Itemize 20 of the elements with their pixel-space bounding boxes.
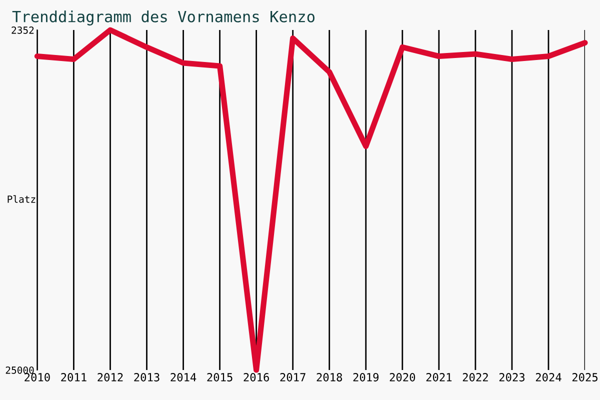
x-tick-label: 2010 — [24, 373, 50, 382]
x-tick-label: 2014 — [170, 373, 196, 382]
x-tick-label: 2024 — [536, 373, 562, 382]
x-tick-label: 2018 — [316, 373, 342, 382]
x-tick-label: 2017 — [280, 373, 306, 382]
x-tick-label: 2023 — [499, 373, 525, 382]
x-tick-label: 2016 — [244, 373, 269, 382]
x-tick-label: 2020 — [390, 373, 416, 382]
x-tick-label: 2022 — [462, 373, 488, 382]
x-tick-label: 2019 — [353, 373, 379, 382]
y-tick-label: 2352 — [12, 26, 34, 34]
y-axis-title: Platz — [8, 195, 36, 203]
chart-title: Trenddiagramm des Vornamens Kenzo — [12, 10, 315, 26]
x-tick-label: 2025 — [572, 373, 598, 382]
x-tick-label: 2015 — [207, 373, 232, 382]
y-tick-label: 25000 — [6, 366, 34, 374]
x-tick-label: 2013 — [134, 373, 160, 382]
x-tick-label: 2021 — [426, 373, 452, 382]
x-tick-label: 2011 — [61, 373, 86, 382]
x-tick-label: 2012 — [98, 373, 123, 382]
